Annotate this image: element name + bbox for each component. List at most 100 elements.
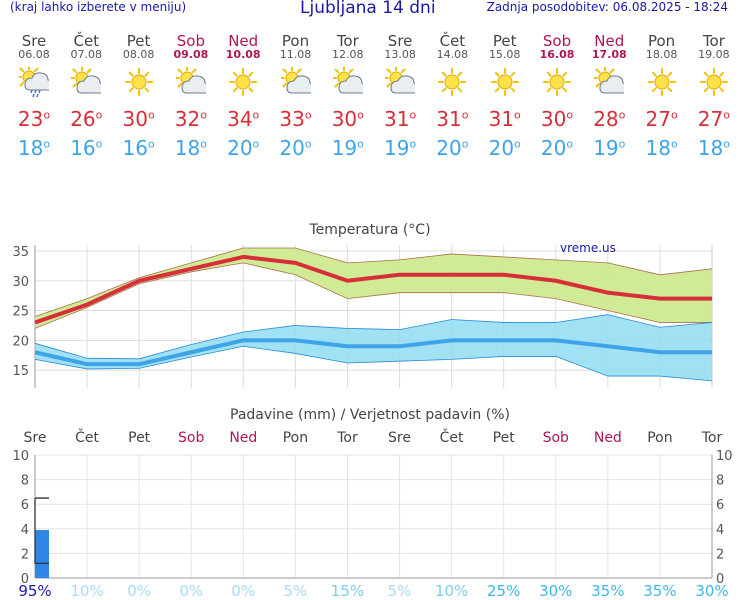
min-temperature-line	[34, 338, 712, 367]
y-tick-label: 6	[21, 498, 29, 513]
probability-label: 0%	[127, 582, 151, 600]
sun-cloud-rain-icon	[16, 64, 54, 98]
forecast-day: Pet 08.08 30o 16o	[113, 32, 165, 160]
day-date: 06.08	[18, 48, 50, 61]
day-name: Pon	[281, 32, 310, 50]
day-date: 16.08	[539, 48, 575, 61]
menu-hint: (kraj lahko izberete v meniju)	[10, 0, 187, 14]
min-temperature: 18o	[17, 136, 51, 160]
error-bar	[34, 497, 49, 564]
min-temperature: 19o	[331, 136, 364, 160]
sun-cloud-icon	[383, 65, 420, 97]
day-date: 09.08	[173, 48, 209, 61]
day-date: 18.08	[645, 48, 678, 61]
day-label: Pon	[647, 430, 672, 446]
probability-label: 0%	[179, 582, 203, 600]
day-date: 13.08	[384, 48, 416, 61]
sun-icon	[647, 67, 677, 97]
day-name: Ned	[228, 32, 259, 50]
forecast-day: Ned 10.08 34o 20o	[217, 32, 269, 160]
day-name: Pet	[492, 32, 517, 50]
precipitation-bar	[35, 530, 49, 578]
min-temperature: 18o	[174, 136, 207, 160]
day-label: Pet	[493, 430, 516, 446]
watermark: vreme.us	[560, 241, 616, 255]
min-temperature: 16o	[122, 136, 155, 160]
day-label: Tor	[336, 430, 358, 446]
y-tick-label-right: 0	[716, 572, 724, 587]
last-update: Zadnja posodobitev: 06.08.2025 - 18:24	[486, 0, 728, 14]
forecast-day: Sre 13.08 31o 19o	[374, 32, 426, 160]
band-edge	[34, 247, 713, 317]
max-temperature: 28o	[593, 107, 626, 131]
forecast-day: Čet 07.08 26o 16o	[60, 32, 112, 160]
day-name: Čet	[439, 32, 466, 50]
probability-label: 35%	[643, 582, 676, 600]
max-temperature: 31o	[436, 107, 469, 131]
sun-cloud-icon	[173, 65, 211, 97]
probability-label: 5%	[388, 582, 412, 600]
day-name: Sre	[387, 32, 413, 50]
precipitation-chart: Padavine (mm) / Verjetnost padavin (%) Sr…	[12, 407, 732, 600]
y-tick-label: 25	[12, 305, 29, 320]
y-tick-label: 35	[12, 245, 29, 260]
forecast-day: Sre 06.08 23o 18o	[8, 32, 60, 160]
min-temperature: 18o	[645, 136, 678, 160]
forecast-day: Pon 18.08 27o 18o	[636, 32, 688, 160]
sun-cloud-icon	[592, 65, 629, 97]
day-name: Tor	[702, 32, 725, 50]
probability-label: 30%	[695, 582, 728, 600]
probability-label: 30%	[539, 582, 572, 600]
day-name: Tor	[336, 32, 359, 50]
probability-label: 10%	[70, 582, 103, 600]
day-name: Sob	[542, 32, 572, 50]
max-temperature: 30o	[540, 107, 574, 131]
band-edge	[34, 262, 712, 329]
max-temperature: 34o	[227, 107, 260, 131]
max-temperature: 27o	[645, 107, 678, 131]
probability-label: 25%	[487, 582, 520, 600]
y-tick-label: 15	[12, 364, 29, 379]
max-temperature: 31o	[384, 107, 417, 131]
forecast-day: Ned 17.08 28o 19o	[583, 32, 635, 160]
min-temperature: 20o	[488, 136, 521, 160]
forecast-day: Sob 16.08 30o 20o	[531, 32, 583, 160]
chart-title: Padavine (mm) / Verjetnost padavin (%)	[230, 407, 510, 423]
min-temperature: 20o	[227, 136, 260, 160]
min-temperature: 19o	[384, 136, 417, 160]
day-name: Pon	[647, 32, 676, 50]
range-band	[35, 247, 712, 329]
sun-icon	[124, 67, 154, 97]
y-tick-label: 30	[12, 275, 29, 290]
y-tick-label: 8	[21, 474, 29, 489]
sun-icon	[699, 67, 729, 97]
sun-icon	[490, 67, 520, 97]
sun-cloud-icon	[278, 65, 316, 97]
band-edge	[34, 345, 713, 382]
y-tick-label: 4	[21, 523, 29, 538]
sun-cloud-icon	[330, 65, 368, 97]
day-label: Pet	[128, 430, 151, 446]
y-tick-label-right: 8	[716, 474, 724, 489]
day-label: Ned	[594, 430, 622, 446]
probability-label: 5%	[283, 582, 307, 600]
probability-label: 0%	[231, 582, 255, 600]
min-temperature: 16o	[70, 136, 103, 160]
day-label: Tor	[701, 430, 723, 446]
page-title: Ljubljana 14 dni	[300, 0, 436, 18]
min-temperature: 20o	[436, 136, 469, 160]
day-name: Sob	[176, 32, 205, 50]
band-edge	[34, 314, 713, 360]
max-temperature: 33o	[279, 107, 312, 131]
sun-icon	[437, 67, 467, 97]
day-label: Pon	[283, 430, 308, 446]
y-tick-label-right: 2	[716, 547, 724, 562]
min-temperature: 20o	[279, 136, 312, 160]
chart-title: Temperatura (°C)	[308, 222, 430, 238]
day-date: 15.08	[488, 48, 521, 61]
sun-icon	[542, 67, 572, 97]
day-label: Sre	[388, 430, 411, 446]
day-name: Pet	[126, 32, 151, 50]
day-name: Čet	[73, 32, 100, 50]
max-temperature: 27o	[697, 107, 730, 131]
